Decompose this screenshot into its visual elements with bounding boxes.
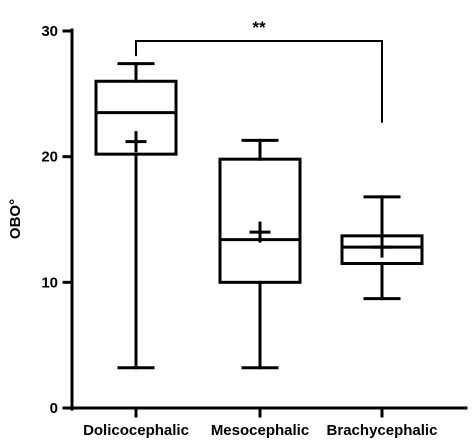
y-tick-label-10: 10 — [41, 274, 58, 291]
significance-bracket — [135, 40, 383, 123]
boxes — [94, 62, 424, 370]
y-tick-label-0: 0 — [50, 400, 58, 417]
x-tick-label-mesocephalic: Mesocephalic — [211, 422, 309, 439]
x-tick-label-brachycephalic: Brachycephalic — [327, 422, 438, 439]
significance-label: ** — [252, 18, 266, 37]
iqr-box — [340, 234, 424, 265]
axes: 0 10 20 30 Dolicocephalic Mesocephalic Brachyc… — [41, 23, 468, 439]
box-dolicocephalic — [94, 62, 178, 370]
y-tick-label-30: 30 — [41, 23, 58, 40]
significance-annotation: ** — [135, 18, 383, 123]
y-axis-label: OBO° — [7, 199, 24, 239]
y-tick-label-20: 20 — [41, 149, 58, 166]
x-tick-label-dolicocephalic: Dolicocephalic — [83, 422, 189, 439]
box-mesocephalic — [218, 138, 302, 370]
box-brachycephalic — [340, 195, 424, 301]
iqr-box — [94, 79, 178, 156]
iqr-box — [218, 157, 302, 284]
